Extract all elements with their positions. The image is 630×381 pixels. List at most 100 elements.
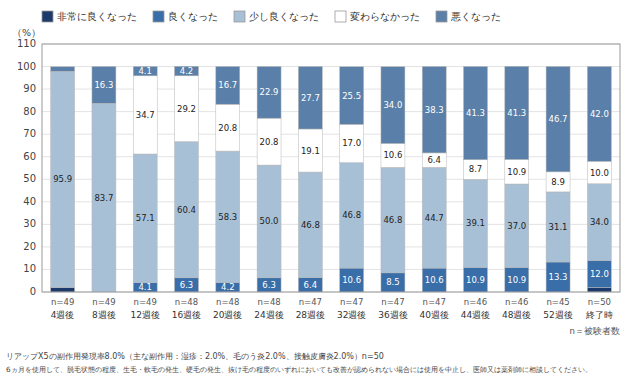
- bar-segment: [340, 163, 364, 269]
- category-note: n=48: [216, 297, 239, 307]
- category-note: n=49: [92, 297, 115, 307]
- bar-segment: [422, 67, 446, 153]
- bar-segment: [257, 278, 281, 292]
- y-tick-label: 0: [30, 286, 36, 297]
- data-label: 58.3: [218, 212, 237, 222]
- bar-segment: [422, 153, 446, 167]
- category-note: n=45: [546, 297, 569, 307]
- data-label: 42.0: [590, 109, 609, 119]
- bar-segment: [298, 172, 322, 278]
- bar-segment: [257, 67, 281, 119]
- bar-segment: [175, 66, 199, 75]
- bar-segment: [505, 267, 529, 292]
- bar-segment: [381, 273, 405, 292]
- bar-segment: [51, 71, 75, 287]
- bar-segment: [422, 167, 446, 268]
- data-label: 20.8: [260, 137, 279, 147]
- data-label: 10.6: [342, 275, 361, 285]
- data-label: 19.1: [301, 146, 320, 156]
- bar-segment: [381, 67, 405, 144]
- bar-segment: [133, 76, 157, 154]
- legend-label: 変わらなかった: [350, 11, 420, 22]
- bar-segment: [505, 159, 529, 184]
- data-label: 34.0: [590, 217, 609, 227]
- data-label: 46.8: [342, 210, 361, 220]
- grid-line: [42, 179, 620, 180]
- y-tick-label: 30: [23, 218, 36, 229]
- data-label: 10.6: [425, 275, 444, 285]
- footnote: リアップX5の副作用発現率8.0%（主な副作用：湿疹：2.0%、毛のう炎2.0%…: [6, 352, 384, 361]
- data-label: 46.8: [383, 215, 402, 225]
- grid-line: [42, 134, 620, 135]
- bar-segment: [298, 278, 322, 292]
- bar-segment: [464, 267, 488, 292]
- bar-segment: [133, 67, 157, 76]
- legend-label: 良くなった: [168, 11, 218, 22]
- data-label: 22.9: [260, 87, 279, 97]
- x-tick-label: 8週後: [92, 310, 116, 320]
- data-label: 41.3: [466, 108, 485, 118]
- data-label: 4.2: [221, 282, 235, 292]
- plot-frame: [42, 44, 620, 292]
- data-label: 46.7: [549, 114, 568, 124]
- bar-segment: [175, 278, 199, 292]
- grid-line: [42, 89, 620, 90]
- data-label: 10.6: [383, 150, 402, 160]
- grid-line: [42, 201, 620, 202]
- data-label: 6.4: [427, 155, 441, 165]
- y-axis-label: （%）: [12, 27, 41, 38]
- data-label: 4.2: [180, 66, 194, 76]
- bar-segment: [175, 142, 199, 278]
- data-label: 10.0: [590, 168, 609, 178]
- bar-segment: [546, 172, 570, 192]
- category-note: n=47: [381, 297, 404, 307]
- category-note: n=49: [51, 297, 74, 307]
- data-label: 34.7: [136, 110, 155, 120]
- x-tick-label: 44週後: [461, 310, 490, 320]
- data-label: 8.5: [386, 277, 400, 287]
- data-label: 37.0: [507, 221, 526, 231]
- bar-segment: [216, 151, 240, 282]
- x-tick-label: 48週後: [502, 310, 531, 320]
- data-label: 38.3: [425, 105, 444, 115]
- bar-segment: [257, 165, 281, 278]
- grid-line: [42, 66, 620, 67]
- data-label: 8.7: [469, 164, 483, 174]
- y-tick-label: 20: [23, 241, 36, 252]
- bar-segment: [381, 143, 405, 167]
- bar-segment: [546, 192, 570, 262]
- data-label: 95.9: [53, 174, 72, 184]
- bar-segment: [587, 260, 611, 287]
- legend-label: 悪くなった: [450, 11, 501, 22]
- x-tick-label: 28週後: [296, 310, 325, 320]
- data-label: 6.4: [304, 280, 318, 290]
- grid: [42, 44, 620, 292]
- data-label: 17.0: [342, 138, 361, 148]
- category-note: n=49: [134, 297, 157, 307]
- bar-segment: [546, 67, 570, 172]
- legend-label: 非常に良くなった: [57, 11, 137, 22]
- data-label: 20.8: [218, 123, 237, 133]
- data-label: 57.1: [136, 213, 155, 223]
- bar-segment: [216, 283, 240, 292]
- grid-line: [42, 156, 620, 157]
- bar-segment: [546, 262, 570, 292]
- legend: 非常に良くなった良くなった少し良くなった変わらなかった悪くなった: [42, 11, 501, 22]
- y-tick-label: 100: [17, 61, 36, 72]
- bar-segment: [51, 67, 75, 72]
- data-label: 34.0: [383, 100, 402, 110]
- y-tick-label: 40: [23, 196, 36, 207]
- grid-line: [42, 224, 620, 225]
- x-tick-label: 20週後: [213, 310, 242, 320]
- bar-segment: [92, 67, 116, 104]
- data-label: 6.3: [180, 280, 194, 290]
- bar-segment: [216, 67, 240, 105]
- bar-segment: [216, 104, 240, 151]
- bar-segment: [587, 67, 611, 162]
- category-note: n=50: [588, 297, 611, 307]
- bar-segment: [464, 67, 488, 160]
- y-tick-label: 110: [17, 38, 36, 49]
- bar-segment: [464, 179, 488, 267]
- x-tick-label: 終了時: [585, 310, 613, 320]
- data-label: 4.1: [138, 282, 152, 292]
